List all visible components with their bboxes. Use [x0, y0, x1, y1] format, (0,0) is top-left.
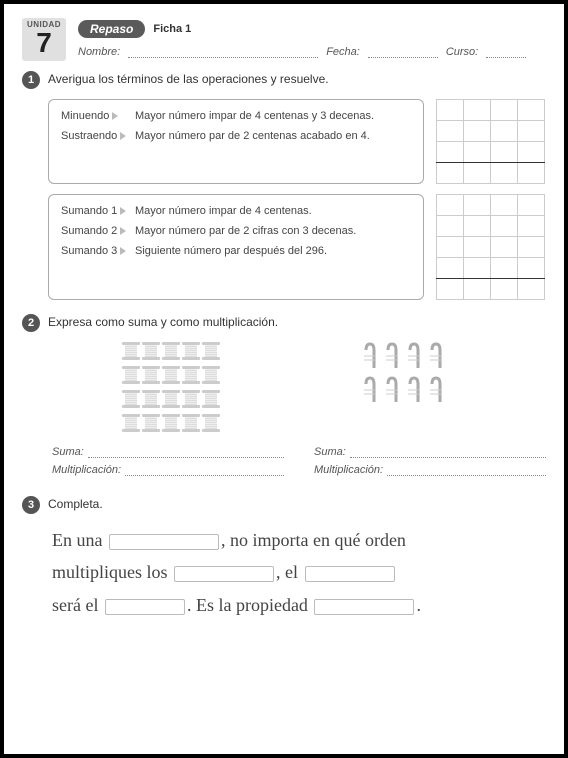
worksheet-header: UNIDAD 7 Repaso Ficha 1 Nombre: Fecha: C…	[22, 18, 546, 61]
q3-t1: En una	[52, 530, 102, 550]
blank-2[interactable]	[174, 566, 274, 582]
sumando3-label: Sumando 3	[61, 245, 117, 257]
q1-box-2: Sumando 1 Mayor número impar de 4 centen…	[48, 194, 424, 300]
sumando2-label: Sumando 2	[61, 225, 117, 237]
badge-3: 3	[22, 496, 40, 514]
q1-row-1: Minuendo Mayor número impar de 4 centena…	[48, 99, 546, 184]
sustraendo-label: Sustraendo	[61, 130, 117, 142]
fecha-label: Fecha:	[326, 46, 360, 58]
q1-line: Sumando 3 Siguiente número par después d…	[61, 245, 411, 257]
minuendo-label: Minuendo	[61, 110, 109, 122]
suma-label-1: Suma:	[52, 446, 84, 458]
q1-line: Sumando 1 Mayor número impar de 4 centen…	[61, 205, 411, 217]
badge-2: 2	[22, 314, 40, 332]
section-3: 3 Completa. En una , no importa en qué o…	[22, 496, 546, 621]
blank-4[interactable]	[105, 599, 185, 615]
nombre-line[interactable]	[128, 46, 318, 58]
minuendo-text: Mayor número impar de 4 centenas y 3 dec…	[135, 110, 374, 122]
blank-5[interactable]	[314, 599, 414, 615]
q1-line: Sumando 2 Mayor número par de 2 cifras c…	[61, 225, 411, 237]
name-row: Nombre: Fecha: Curso:	[78, 46, 546, 58]
nombre-label: Nombre:	[78, 46, 120, 58]
suma-line-1[interactable]	[88, 446, 284, 458]
section-2-head: 2 Expresa como suma y como multiplicació…	[22, 314, 546, 332]
q3-t4: , el	[276, 562, 298, 582]
prompt-3: Completa.	[48, 496, 103, 511]
q1-box-1: Minuendo Mayor número impar de 4 centena…	[48, 99, 424, 184]
mult-line-2[interactable]	[387, 464, 546, 476]
q1-line: Sustraendo Mayor número par de 2 centena…	[61, 130, 411, 142]
blank-1[interactable]	[109, 534, 219, 550]
mult-label-2: Multiplicación:	[314, 464, 383, 476]
triangle-icon	[120, 247, 126, 255]
grid-1[interactable]	[436, 99, 546, 184]
sumando2-text: Mayor número par de 2 cifras con 3 decen…	[135, 225, 356, 237]
header-right: Repaso Ficha 1 Nombre: Fecha: Curso:	[78, 18, 546, 58]
grid-2[interactable]	[436, 194, 546, 300]
q1-row-2: Sumando 1 Mayor número impar de 4 centen…	[48, 194, 546, 300]
triangle-icon	[120, 227, 126, 235]
section-1-head: 1 Averigua los términos de las operacion…	[22, 71, 546, 89]
spool-icon	[124, 342, 138, 360]
q3-t2: , no importa en qué orden	[221, 530, 406, 550]
section-3-head: 3 Completa.	[22, 496, 546, 514]
ficha-label: Ficha 1	[153, 23, 191, 35]
q3-body: En una , no importa en qué orden multipl…	[52, 524, 546, 621]
q3-t6: . Es la propiedad	[187, 595, 308, 615]
q2-col-right: Suma: Multiplicación:	[314, 446, 546, 482]
q2-answers: Suma: Multiplicación: Suma: Multiplicaci…	[52, 446, 546, 482]
repaso-pill: Repaso	[78, 20, 145, 38]
prompt-2: Expresa como suma y como multiplicación.	[48, 314, 278, 329]
fecha-line[interactable]	[368, 46, 438, 58]
q1-line: Minuendo Mayor número impar de 4 centena…	[61, 110, 411, 122]
blank-3[interactable]	[305, 566, 395, 582]
spools-group	[124, 342, 218, 432]
cane-icon	[362, 342, 378, 370]
q3-t5: será el	[52, 595, 98, 615]
canes-group	[362, 342, 444, 432]
suma-line-2[interactable]	[350, 446, 546, 458]
section-1: 1 Averigua los términos de las operacion…	[22, 71, 546, 300]
mult-line-1[interactable]	[125, 464, 284, 476]
q2-col-left: Suma: Multiplicación:	[52, 446, 284, 482]
sumando1-text: Mayor número impar de 4 centenas.	[135, 205, 312, 217]
q3-t3: multipliques los	[52, 562, 168, 582]
prompt-1: Averigua los términos de las operaciones…	[48, 71, 329, 86]
sumando3-text: Siguiente número par después del 296.	[135, 245, 327, 257]
badge-1: 1	[22, 71, 40, 89]
q3-t7: .	[416, 595, 421, 615]
sustraendo-text: Mayor número par de 2 centenas acabado e…	[135, 130, 370, 142]
suma-label-2: Suma:	[314, 446, 346, 458]
q2-images	[52, 342, 516, 432]
unit-badge: UNIDAD 7	[22, 18, 66, 61]
mult-label-1: Multiplicación:	[52, 464, 121, 476]
triangle-icon	[112, 112, 118, 120]
sumando1-label: Sumando 1	[61, 205, 117, 217]
title-row: Repaso Ficha 1	[78, 20, 546, 38]
triangle-icon	[120, 207, 126, 215]
section-2: 2 Expresa como suma y como multiplicació…	[22, 314, 546, 482]
curso-label: Curso:	[446, 46, 478, 58]
unit-number: 7	[22, 29, 66, 57]
curso-line[interactable]	[486, 46, 526, 58]
triangle-icon	[120, 132, 126, 140]
